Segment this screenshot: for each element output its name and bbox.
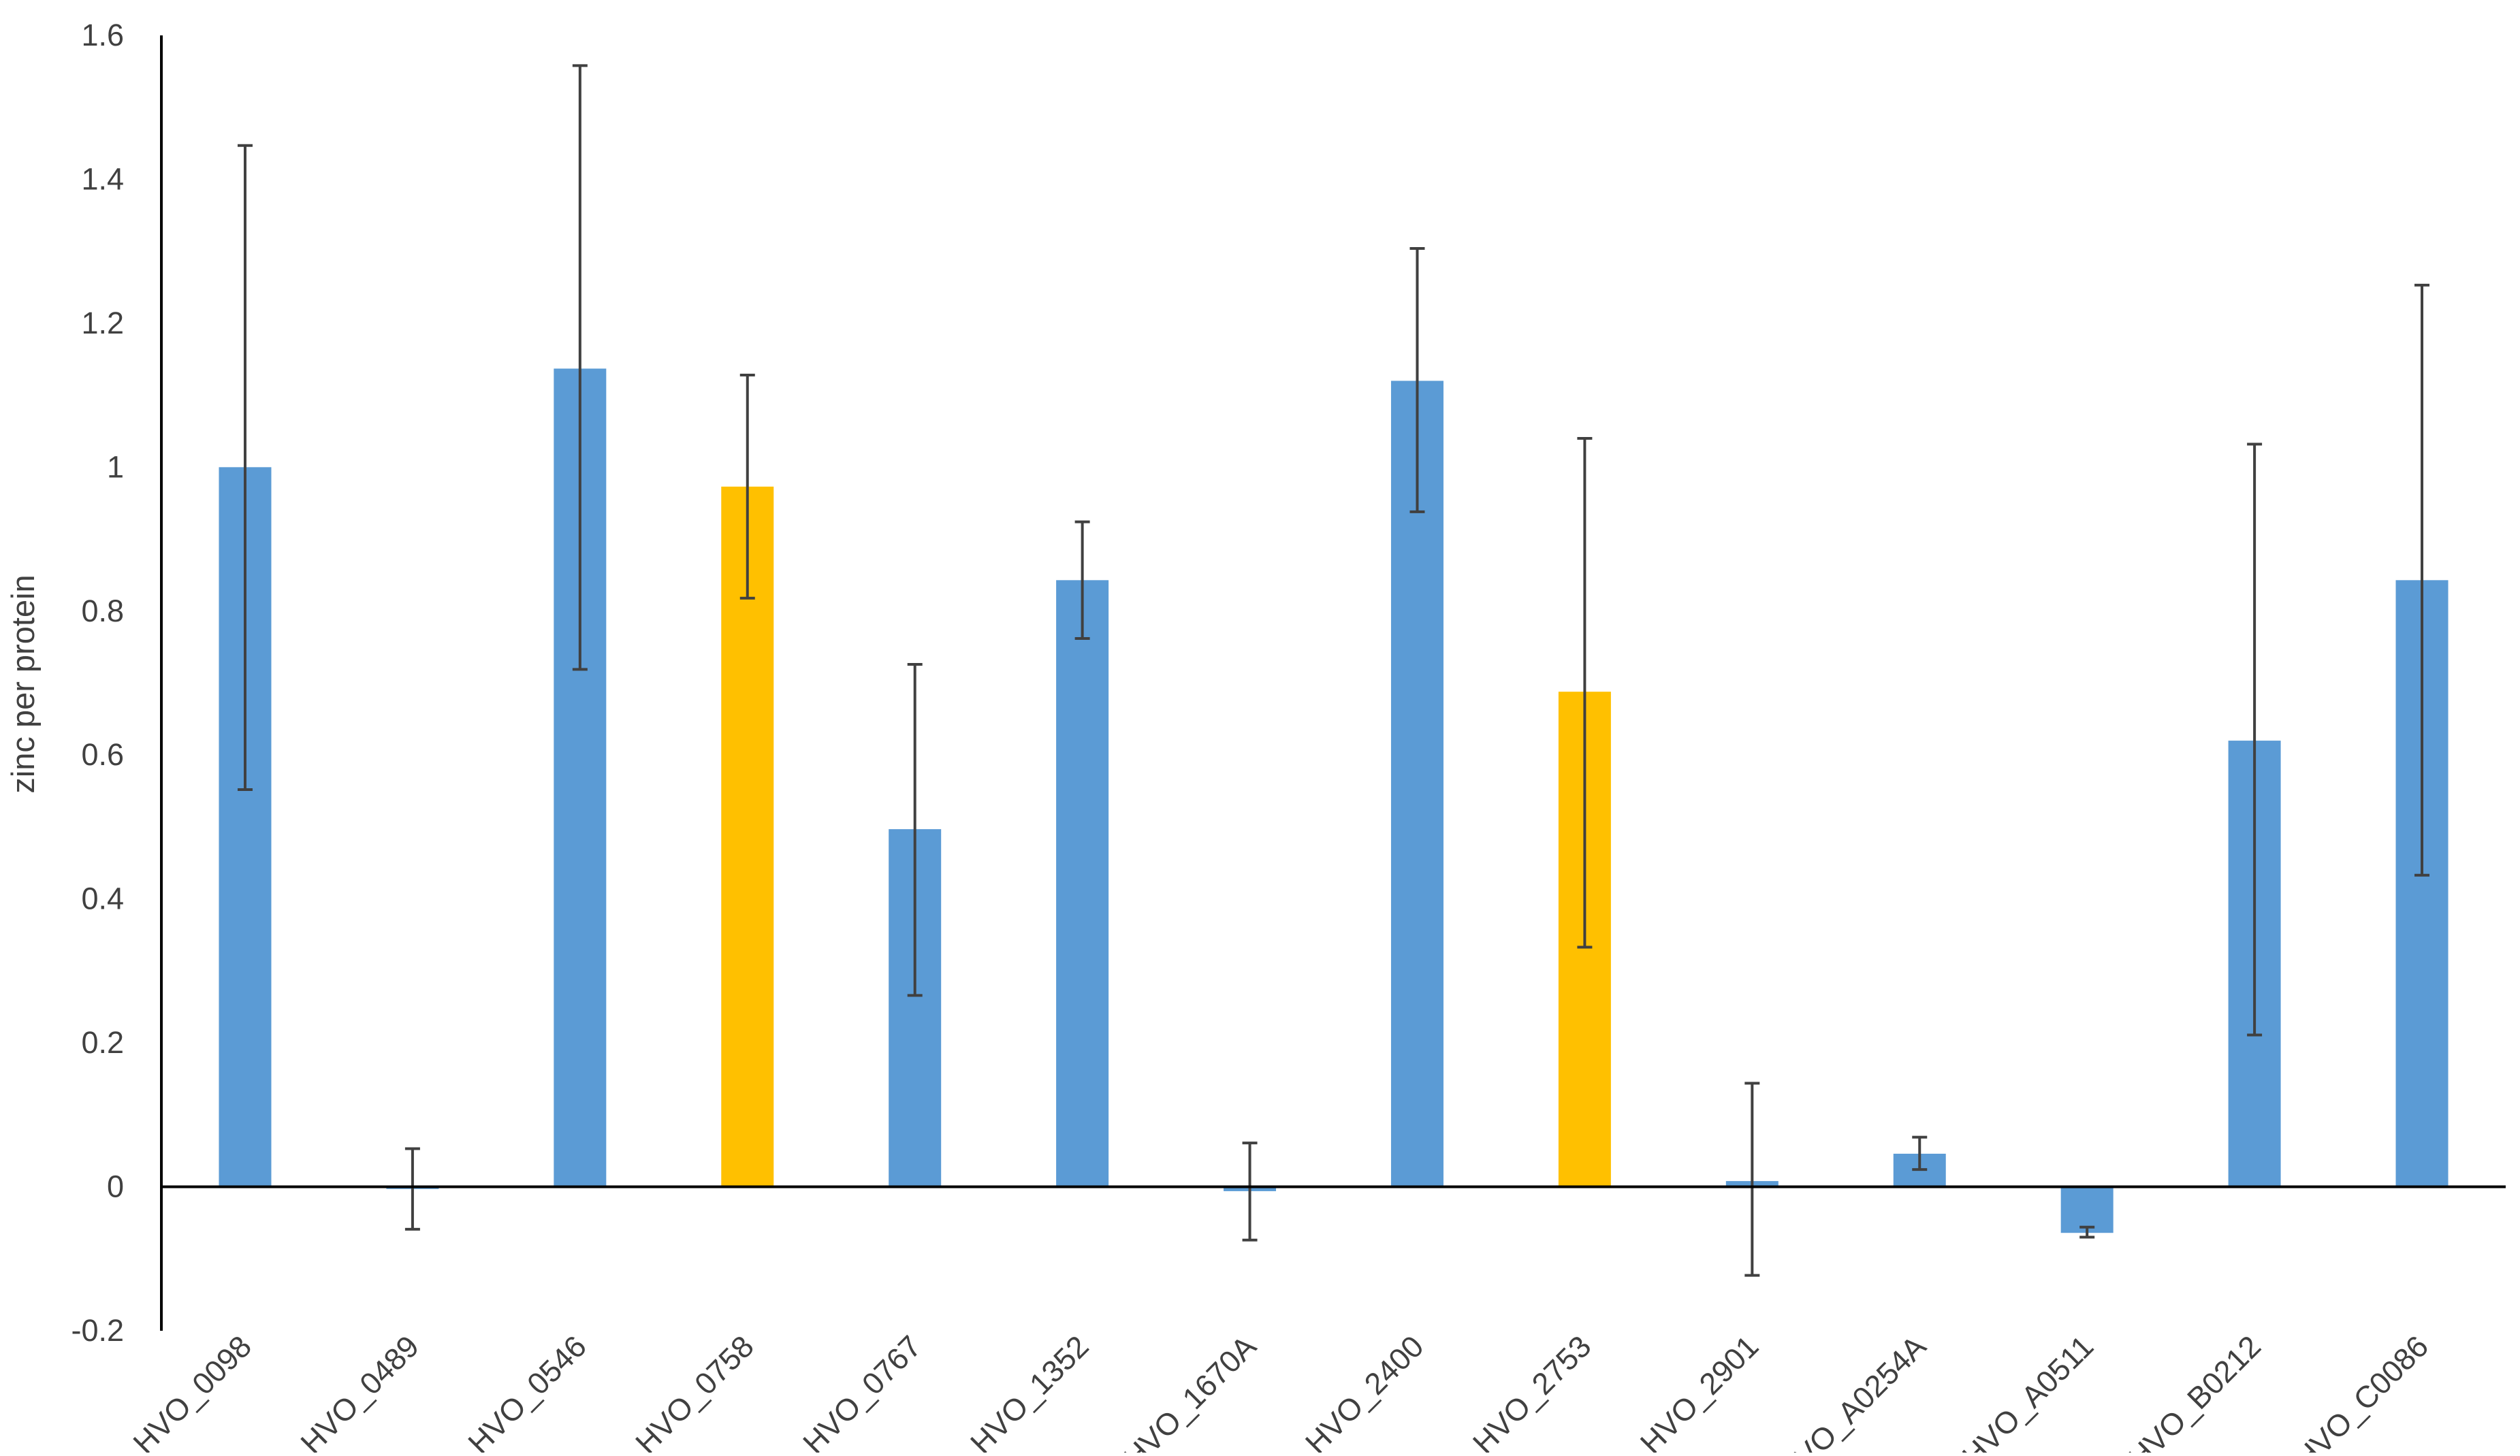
x-tick-label: HVO_0098 xyxy=(127,1329,259,1453)
x-tick-label: HVO_C0086 xyxy=(2288,1329,2435,1453)
axes xyxy=(160,35,2506,1331)
bar xyxy=(2060,1186,2114,1233)
x-tick-label: HVO_2400 xyxy=(1298,1329,1431,1453)
y-tick-label: 1 xyxy=(107,449,124,484)
y-tick-label: 0.4 xyxy=(81,881,124,916)
y-tick-label: 0.8 xyxy=(81,594,124,628)
x-tick-label: HVO_2901 xyxy=(1633,1329,1766,1453)
y-tick-labels: 1.6 1.4 1.2 1 0.8 0.6 0.4 0.2 0 -0.2 xyxy=(71,18,124,1348)
x-tick-label: HVO_0758 xyxy=(628,1329,761,1453)
x-tick-label: HVO_1352 xyxy=(963,1329,1096,1453)
y-tick-label: 0.6 xyxy=(81,737,124,772)
x-tick-label: HVO_1670A xyxy=(1117,1329,1263,1453)
bars xyxy=(219,368,2449,1233)
x-tick-labels: HVO_0098 HVO_0489 HVO_0546 HVO_0758 HVO_0767… xyxy=(127,1329,2436,1456)
x-tick-label: HVO_0767 xyxy=(796,1329,928,1453)
bar xyxy=(721,486,774,1187)
y-tick-label: 1.4 xyxy=(81,161,124,196)
bar xyxy=(1390,381,1444,1187)
y-tick-label: 0 xyxy=(107,1169,124,1204)
x-tick-label: HVO_A0511 xyxy=(1956,1329,2100,1453)
x-tick-label: HVO_0489 xyxy=(293,1329,426,1453)
x-tick-label: HVO_A0254A xyxy=(1772,1329,1932,1453)
y-tick-label: 1.2 xyxy=(81,306,124,340)
x-tick-label: HVO_0546 xyxy=(461,1329,593,1453)
y-tick-label: 1.6 xyxy=(81,18,124,52)
bar xyxy=(1056,580,1109,1187)
error-bars xyxy=(237,64,2430,1277)
y-tick-label: 0.2 xyxy=(81,1025,124,1060)
y-axis-title: zinc per protein xyxy=(5,575,41,793)
x-tick-label: HVO_B0212 xyxy=(2121,1329,2267,1453)
x-tick-label: HVO_2753 xyxy=(1466,1329,1598,1453)
y-tick-label: -0.2 xyxy=(71,1313,124,1348)
